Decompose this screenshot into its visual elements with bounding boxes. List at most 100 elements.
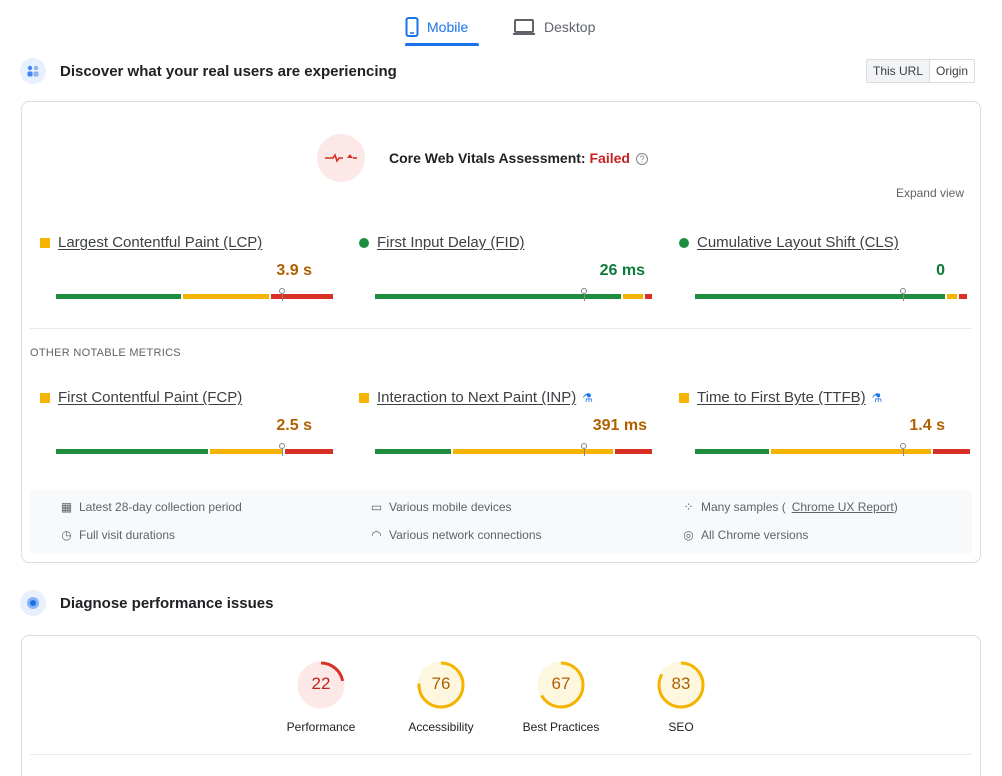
metric-cls-distribution (695, 294, 972, 299)
metric-cls-label-row: Cumulative Layout Shift (CLS) (679, 234, 957, 251)
field-data-title: Discover what your real users are experi… (60, 62, 397, 80)
metric-cls: Cumulative Layout Shift (CLS) 0 (679, 234, 967, 301)
score-gauge-seo[interactable]: 83 SEO (621, 660, 741, 734)
score-label: SEO (668, 720, 694, 734)
metric-fcp-value: 2.5 s (276, 417, 312, 434)
needs-improvement-square-icon (40, 237, 50, 248)
needs-improvement-square-icon (359, 392, 369, 403)
score-value: 22 (311, 674, 331, 693)
score-gauge-performance[interactable]: 22 Performance (261, 660, 381, 734)
percentile-marker (581, 288, 587, 294)
good-dot-icon (679, 237, 689, 248)
metric-fcp-label-row: First Contentful Paint (FCP) (40, 389, 318, 406)
metric-fid-label-row: First Input Delay (FID) (359, 234, 637, 251)
samples-icon: ⁘ (683, 500, 694, 514)
metric-lcp-label[interactable]: Largest Contentful Paint (LCP) (58, 234, 263, 251)
experimental-flask-icon: ⚗ (582, 390, 594, 405)
percentile-marker-line (903, 294, 904, 301)
metric-lcp-label-row: Largest Contentful Paint (LCP) (40, 234, 318, 251)
metric-ttfb-value: 1.4 s (909, 417, 945, 434)
this-url-button[interactable]: This URL (867, 60, 931, 82)
metric-ttfb-label-row: Time to First Byte (TTFB) ⚗ (679, 389, 957, 406)
info-versions: ◎ All Chrome versions (682, 528, 808, 542)
other-metrics-heading: OTHER NOTABLE METRICS (30, 347, 181, 359)
help-icon[interactable]: ? (635, 153, 648, 166)
failed-pulse-icon (317, 134, 365, 182)
wifi-icon: ◠ (371, 528, 382, 542)
info-versions-text: All Chrome versions (701, 528, 809, 542)
metric-fcp-label[interactable]: First Contentful Paint (FCP) (58, 389, 243, 406)
metric-ttfb-distribution (695, 449, 972, 454)
tab-desktop[interactable]: Desktop (512, 8, 595, 46)
score-label: Best Practices (522, 720, 600, 734)
origin-button[interactable]: Origin (936, 64, 969, 78)
score-label: Performance (286, 720, 356, 734)
metric-lcp-value: 3.9 s (276, 262, 312, 279)
score-label: Accessibility (408, 720, 474, 734)
metric-fid-value: 26 ms (599, 262, 645, 279)
info-durations: ◷ Full visit durations (60, 528, 175, 542)
percentile-marker (900, 443, 906, 449)
gauge-ring (537, 661, 585, 709)
info-devices-text: Various mobile devices (389, 500, 512, 514)
calendar-icon: ▦ (60, 500, 73, 514)
metric-inp-distribution (375, 449, 652, 454)
field-data-card: Core Web Vitals Assessment: Failed? Expa… (21, 101, 981, 563)
percentile-marker-line (903, 449, 904, 456)
percentile-marker (900, 288, 906, 294)
chrome-ux-report-link[interactable]: Chrome UX Report (791, 500, 894, 514)
assessment-prefix: Core Web Vitals Assessment: (389, 150, 590, 166)
assessment-title: Core Web Vitals Assessment: Failed? (389, 150, 648, 166)
field-data-header: Discover what your real users are experi… (20, 58, 397, 84)
score-gauge-accessibility[interactable]: 76 Accessibility (381, 660, 501, 734)
percentile-marker-line (584, 294, 585, 301)
experimental-flask-icon: ⚗ (871, 390, 883, 405)
metric-fid: First Input Delay (FID) 26 ms (359, 234, 652, 301)
laptop-icon (513, 19, 535, 35)
info-network: ◠ Various network connections (370, 528, 542, 542)
good-dot-icon (359, 237, 369, 248)
metric-cls-value: 0 (936, 262, 945, 279)
score-value: 76 (431, 674, 451, 693)
tab-active-indicator (405, 43, 479, 46)
metric-fcp: First Contentful Paint (FCP) 2.5 s (40, 389, 333, 456)
divider (30, 328, 972, 329)
percentile-marker (581, 443, 587, 449)
percentile-marker-line (282, 294, 283, 301)
metric-fid-label[interactable]: First Input Delay (FID) (377, 234, 525, 251)
percentile-marker (279, 288, 285, 294)
needs-improvement-square-icon (40, 392, 50, 403)
assessment-status: Failed (589, 150, 630, 166)
lighthouse-icon (20, 590, 46, 616)
metric-cls-label[interactable]: Cumulative Layout Shift (CLS) (697, 234, 899, 251)
metric-inp-label-row: Interaction to Next Paint (INP) ⚗ (359, 389, 637, 406)
info-network-text: Various network connections (389, 528, 542, 542)
score-value: 83 (671, 674, 691, 693)
metric-fcp-distribution (56, 449, 333, 454)
phone-icon (405, 17, 419, 37)
tab-mobile-label: Mobile (427, 19, 469, 35)
timer-icon: ◷ (61, 528, 72, 542)
users-icon (20, 58, 46, 84)
metric-inp: Interaction to Next Paint (INP) ⚗ 391 ms (359, 389, 652, 456)
url-origin-toggle: This URL Origin (866, 59, 976, 83)
score-gauge-best-practices[interactable]: 67 Best Practices (501, 660, 621, 734)
lab-scores-card: 22 Performance 76 Accessibility 67 Best Pract… (21, 635, 981, 776)
gauge-ring (297, 661, 345, 709)
gauge-ring (417, 661, 465, 709)
info-samples-suffix: ) (893, 500, 898, 514)
needs-improvement-square-icon (679, 392, 689, 403)
diagnose-title: Diagnose performance issues (60, 594, 274, 612)
chrome-icon: ◎ (683, 528, 694, 542)
metric-lcp-distribution (56, 294, 333, 299)
info-period-text: Latest 28-day collection period (79, 500, 242, 514)
metric-lcp: Largest Contentful Paint (LCP) 3.9 s (40, 234, 333, 301)
tab-mobile[interactable]: Mobile (405, 8, 479, 46)
metric-ttfb-label[interactable]: Time to First Byte (TTFB) (697, 389, 866, 406)
cwv-assessment: Core Web Vitals Assessment: Failed? (317, 134, 648, 182)
percentile-marker-line (282, 449, 283, 456)
score-value: 67 (551, 674, 571, 693)
expand-view-link[interactable]: Expand view (895, 186, 964, 200)
info-samples: ⁘ Many samples (Chrome UX Report) (682, 500, 898, 514)
metric-inp-label[interactable]: Interaction to Next Paint (INP) (377, 389, 577, 406)
